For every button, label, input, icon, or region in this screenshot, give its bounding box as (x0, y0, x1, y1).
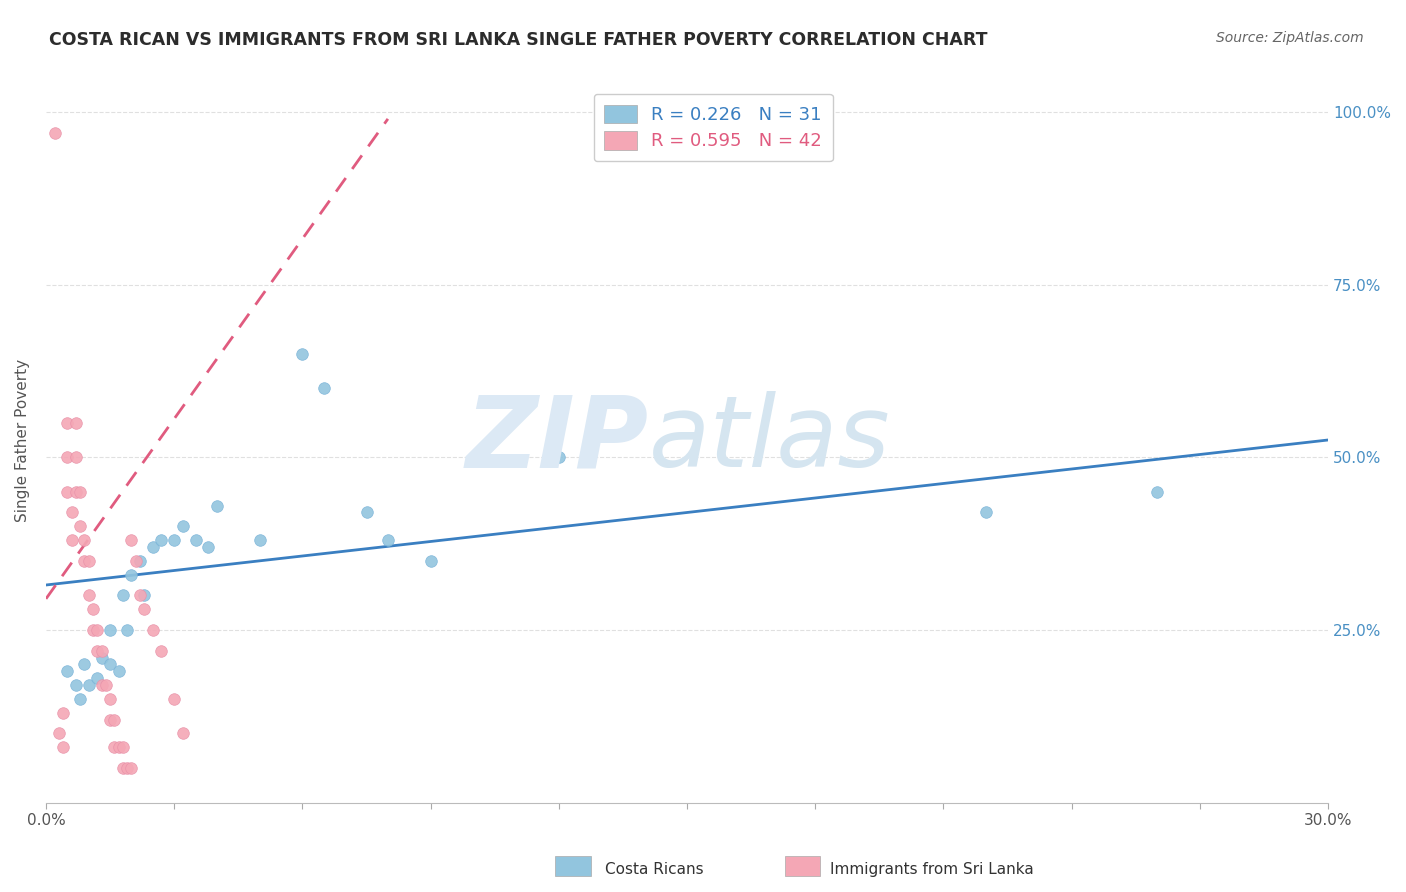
Text: COSTA RICAN VS IMMIGRANTS FROM SRI LANKA SINGLE FATHER POVERTY CORRELATION CHART: COSTA RICAN VS IMMIGRANTS FROM SRI LANKA… (49, 31, 987, 49)
Point (120, 567, 142, 582)
Point (115, 761, 138, 775)
Point (291, 346, 314, 360)
Point (134, 588, 156, 602)
Text: atlas: atlas (648, 392, 890, 489)
Point (65, 416, 87, 430)
Text: Immigrants from Sri Lanka: Immigrants from Sri Lanka (830, 863, 1033, 877)
Point (115, 623, 138, 637)
Point (56, 665, 79, 679)
Point (69, 484, 91, 499)
Point (356, 506, 378, 520)
Point (98, 713, 121, 727)
Point (103, 740, 125, 755)
Point (111, 588, 134, 602)
Point (120, 761, 142, 775)
Legend: R = 0.226   N = 31, R = 0.595   N = 42: R = 0.226 N = 31, R = 0.595 N = 42 (593, 94, 832, 161)
Point (120, 533, 142, 548)
Point (56, 416, 79, 430)
Point (98, 657, 121, 672)
Point (184, 533, 207, 548)
Point (90, 678, 112, 692)
Point (82, 602, 104, 616)
Point (56, 484, 79, 499)
Point (52, 740, 75, 755)
Point (107, 740, 129, 755)
Point (69, 692, 91, 706)
Point (150, 533, 173, 548)
Text: Source: ZipAtlas.com: Source: ZipAtlas.com (1216, 31, 1364, 45)
Point (249, 533, 271, 548)
Point (142, 540, 165, 554)
Point (163, 533, 186, 548)
Point (90, 643, 112, 657)
Point (52, 706, 75, 720)
Point (107, 665, 129, 679)
Point (82, 623, 104, 637)
Point (419, 554, 441, 568)
Point (111, 740, 134, 755)
Point (111, 761, 134, 775)
Text: ZIP: ZIP (465, 392, 648, 489)
Point (77, 678, 100, 692)
Point (172, 726, 194, 740)
Point (77, 588, 100, 602)
Point (48, 726, 70, 740)
Point (73, 657, 96, 672)
Point (172, 519, 194, 533)
Point (205, 499, 228, 513)
Point (150, 643, 173, 657)
Point (125, 554, 148, 568)
Point (56, 450, 79, 465)
Point (65, 484, 87, 499)
Point (163, 692, 186, 706)
Point (98, 623, 121, 637)
Point (69, 519, 91, 533)
Point (60, 533, 83, 548)
Point (44, 126, 66, 140)
Point (65, 450, 87, 465)
Text: Costa Ricans: Costa Ricans (605, 863, 703, 877)
Point (65, 678, 87, 692)
Point (94, 678, 117, 692)
Point (86, 643, 108, 657)
Point (129, 588, 152, 602)
Point (197, 540, 219, 554)
Point (134, 602, 156, 616)
Point (377, 533, 399, 548)
Point (1146, 484, 1168, 499)
Point (90, 650, 112, 665)
Point (86, 671, 108, 685)
Point (86, 623, 108, 637)
Point (98, 692, 121, 706)
Point (312, 381, 335, 395)
Y-axis label: Single Father Poverty: Single Father Poverty (15, 359, 30, 522)
Point (73, 554, 96, 568)
Point (77, 554, 100, 568)
Point (73, 533, 96, 548)
Point (103, 713, 125, 727)
Point (142, 623, 165, 637)
Point (129, 554, 152, 568)
Point (547, 450, 569, 465)
Point (974, 506, 997, 520)
Point (60, 506, 83, 520)
